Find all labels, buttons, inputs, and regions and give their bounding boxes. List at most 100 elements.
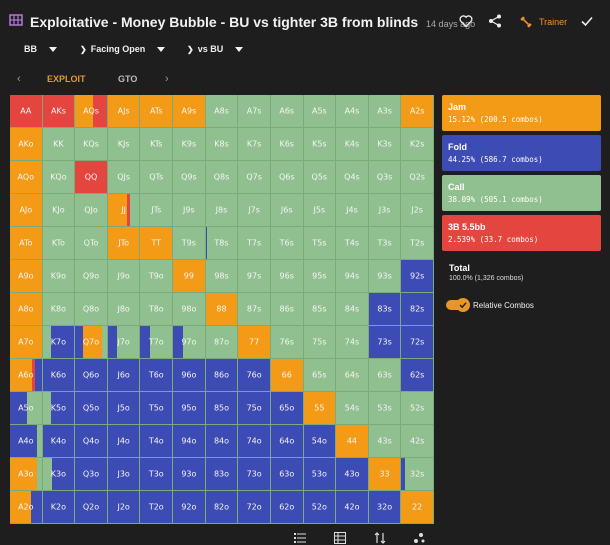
hand-cell-ATs[interactable]: ATs [140,95,174,128]
hand-cell-T7o[interactable]: T7o [140,326,174,359]
hand-cell-J4o[interactable]: J4o [107,425,141,458]
hand-cell-Q3s[interactable]: Q3s [368,161,402,194]
hand-cell-QTs[interactable]: QTs [140,161,174,194]
hand-cell-A7s[interactable]: A7s [238,95,271,128]
hand-cell-K8s[interactable]: K8s [205,128,239,161]
hand-cell-JTs[interactable]: JTs [140,194,174,227]
legend-jam[interactable]: Jam 15.12% (200.5 combos) [442,95,601,131]
hand-cell-32s[interactable]: 32s [401,458,434,491]
hand-cell-KJo[interactable]: KJo [42,194,76,227]
hand-cell-K5s[interactable]: K5s [303,128,337,161]
hand-cell-88[interactable]: 88 [205,293,239,326]
hand-cell-KQo[interactable]: KQo [42,161,76,194]
hand-cell-JTo[interactable]: JTo [107,227,141,260]
hand-cell-64s[interactable]: 64s [336,359,369,392]
hand-cell-Q7o[interactable]: Q7o [75,326,108,359]
hand-cell-93o[interactable]: 93o [173,458,206,491]
hand-cell-94o[interactable]: 94o [173,425,206,458]
hand-cell-A6s[interactable]: A6s [270,95,304,128]
hand-cell-72s[interactable]: 72s [401,326,434,359]
hand-cell-Q5o[interactable]: Q5o [75,392,108,425]
hand-cell-52s[interactable]: 52s [401,392,434,425]
hand-cell-J5s[interactable]: J5s [303,194,337,227]
hand-cell-K9s[interactable]: K9s [173,128,206,161]
hand-cell-83o[interactable]: 83o [205,458,239,491]
check-icon[interactable] [580,14,594,28]
hand-cell-K4s[interactable]: K4s [336,128,369,161]
hand-cell-AQs[interactable]: AQs [75,95,108,128]
hand-cell-JJ[interactable]: JJ [107,194,141,227]
hand-cell-75s[interactable]: 75s [303,326,337,359]
hand-cell-44[interactable]: 44 [336,425,369,458]
hand-cell-A2s[interactable]: A2s [401,95,434,128]
chevron-left-icon[interactable]: ‹ [17,73,21,85]
hand-cell-T5o[interactable]: T5o [140,392,174,425]
hand-cell-52o[interactable]: 52o [303,491,337,524]
hand-cell-A5o[interactable]: A5o [10,392,43,425]
vs-select[interactable]: ❯ vs BU [187,44,244,54]
hand-cell-43o[interactable]: 43o [336,458,369,491]
hand-cell-K7s[interactable]: K7s [238,128,271,161]
hand-cell-Q2o[interactable]: Q2o [75,491,108,524]
hand-cell-J7o[interactable]: J7o [107,326,141,359]
share-icon[interactable] [488,14,502,28]
hand-cell-A8s[interactable]: A8s [205,95,239,128]
hand-cell-T3s[interactable]: T3s [368,227,402,260]
hand-cell-J6o[interactable]: J6o [107,359,141,392]
legend-3bet[interactable]: 3B 5.5bb 2.539% (33.7 combos) [442,215,601,251]
position-select[interactable]: BB [24,44,57,54]
table-icon[interactable] [334,532,346,544]
hand-cell-84s[interactable]: 84s [336,293,369,326]
hand-cell-86s[interactable]: 86s [270,293,304,326]
hand-cell-76o[interactable]: 76o [238,359,271,392]
hand-cell-K3o[interactable]: K3o [42,458,76,491]
hand-cell-77[interactable]: 77 [238,326,271,359]
hand-cell-J5o[interactable]: J5o [107,392,141,425]
hand-cell-K4o[interactable]: K4o [42,425,76,458]
hand-cell-K5o[interactable]: K5o [42,392,76,425]
hand-cell-A9o[interactable]: A9o [10,260,43,293]
hand-cell-64o[interactable]: 64o [270,425,304,458]
hand-cell-55[interactable]: 55 [303,392,337,425]
hand-cell-62s[interactable]: 62s [401,359,434,392]
hand-cell-Q8s[interactable]: Q8s [205,161,239,194]
hand-cell-KK[interactable]: KK [42,128,76,161]
hand-cell-94s[interactable]: 94s [336,260,369,293]
hand-cell-AKs[interactable]: AKs [42,95,76,128]
hand-cell-ATo[interactable]: ATo [10,227,43,260]
hand-cell-73o[interactable]: 73o [238,458,271,491]
hand-cell-QTo[interactable]: QTo [75,227,108,260]
hand-cell-42o[interactable]: 42o [336,491,369,524]
hand-cell-A7o[interactable]: A7o [10,326,43,359]
hand-cell-54s[interactable]: 54s [336,392,369,425]
hand-cell-KJs[interactable]: KJs [107,128,141,161]
hand-cell-T4s[interactable]: T4s [336,227,369,260]
hand-cell-99[interactable]: 99 [173,260,206,293]
hand-cell-53s[interactable]: 53s [368,392,402,425]
hand-cell-A9s[interactable]: A9s [173,95,206,128]
hand-cell-72o[interactable]: 72o [238,491,271,524]
hand-cell-T6s[interactable]: T6s [270,227,304,260]
hand-cell-83s[interactable]: 83s [368,293,402,326]
hand-cell-K2s[interactable]: K2s [401,128,434,161]
hand-cell-T4o[interactable]: T4o [140,425,174,458]
tab-exploit[interactable]: EXPLOIT [47,74,86,84]
hand-cell-74o[interactable]: 74o [238,425,271,458]
hand-cell-A8o[interactable]: A8o [10,293,43,326]
hand-cell-33[interactable]: 33 [368,458,402,491]
hand-cell-73s[interactable]: 73s [368,326,402,359]
sort-icon[interactable] [374,532,386,544]
hand-cell-Q4s[interactable]: Q4s [336,161,369,194]
hand-cell-J9s[interactable]: J9s [173,194,206,227]
hand-cell-QJs[interactable]: QJs [107,161,141,194]
hand-cell-Q2s[interactable]: Q2s [401,161,434,194]
legend-fold[interactable]: Fold 44.25% (586.7 combos) [442,135,601,171]
hand-cell-J2s[interactable]: J2s [401,194,434,227]
hand-cell-K6o[interactable]: K6o [42,359,76,392]
heart-icon[interactable] [459,14,473,28]
hand-cell-97s[interactable]: 97s [238,260,271,293]
hand-cell-AJs[interactable]: AJs [107,95,141,128]
tab-gto[interactable]: GTO [118,74,138,84]
hand-cell-97o[interactable]: 97o [173,326,206,359]
hand-cell-A3o[interactable]: A3o [10,458,43,491]
